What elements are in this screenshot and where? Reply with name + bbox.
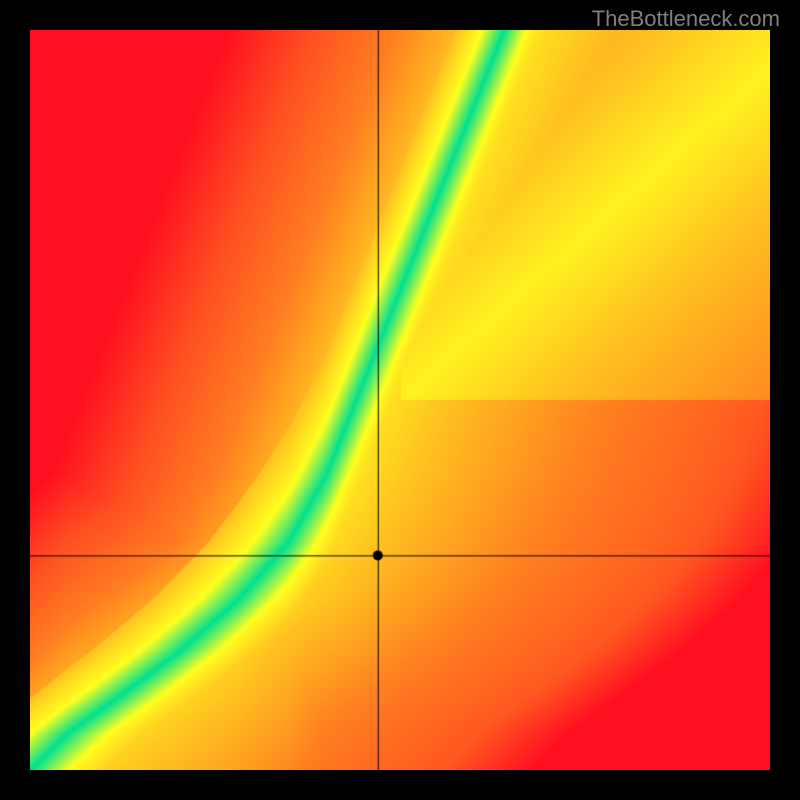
heatmap-chart	[30, 30, 770, 770]
crosshair-overlay	[30, 30, 770, 770]
watermark-text: TheBottleneck.com	[592, 6, 780, 32]
